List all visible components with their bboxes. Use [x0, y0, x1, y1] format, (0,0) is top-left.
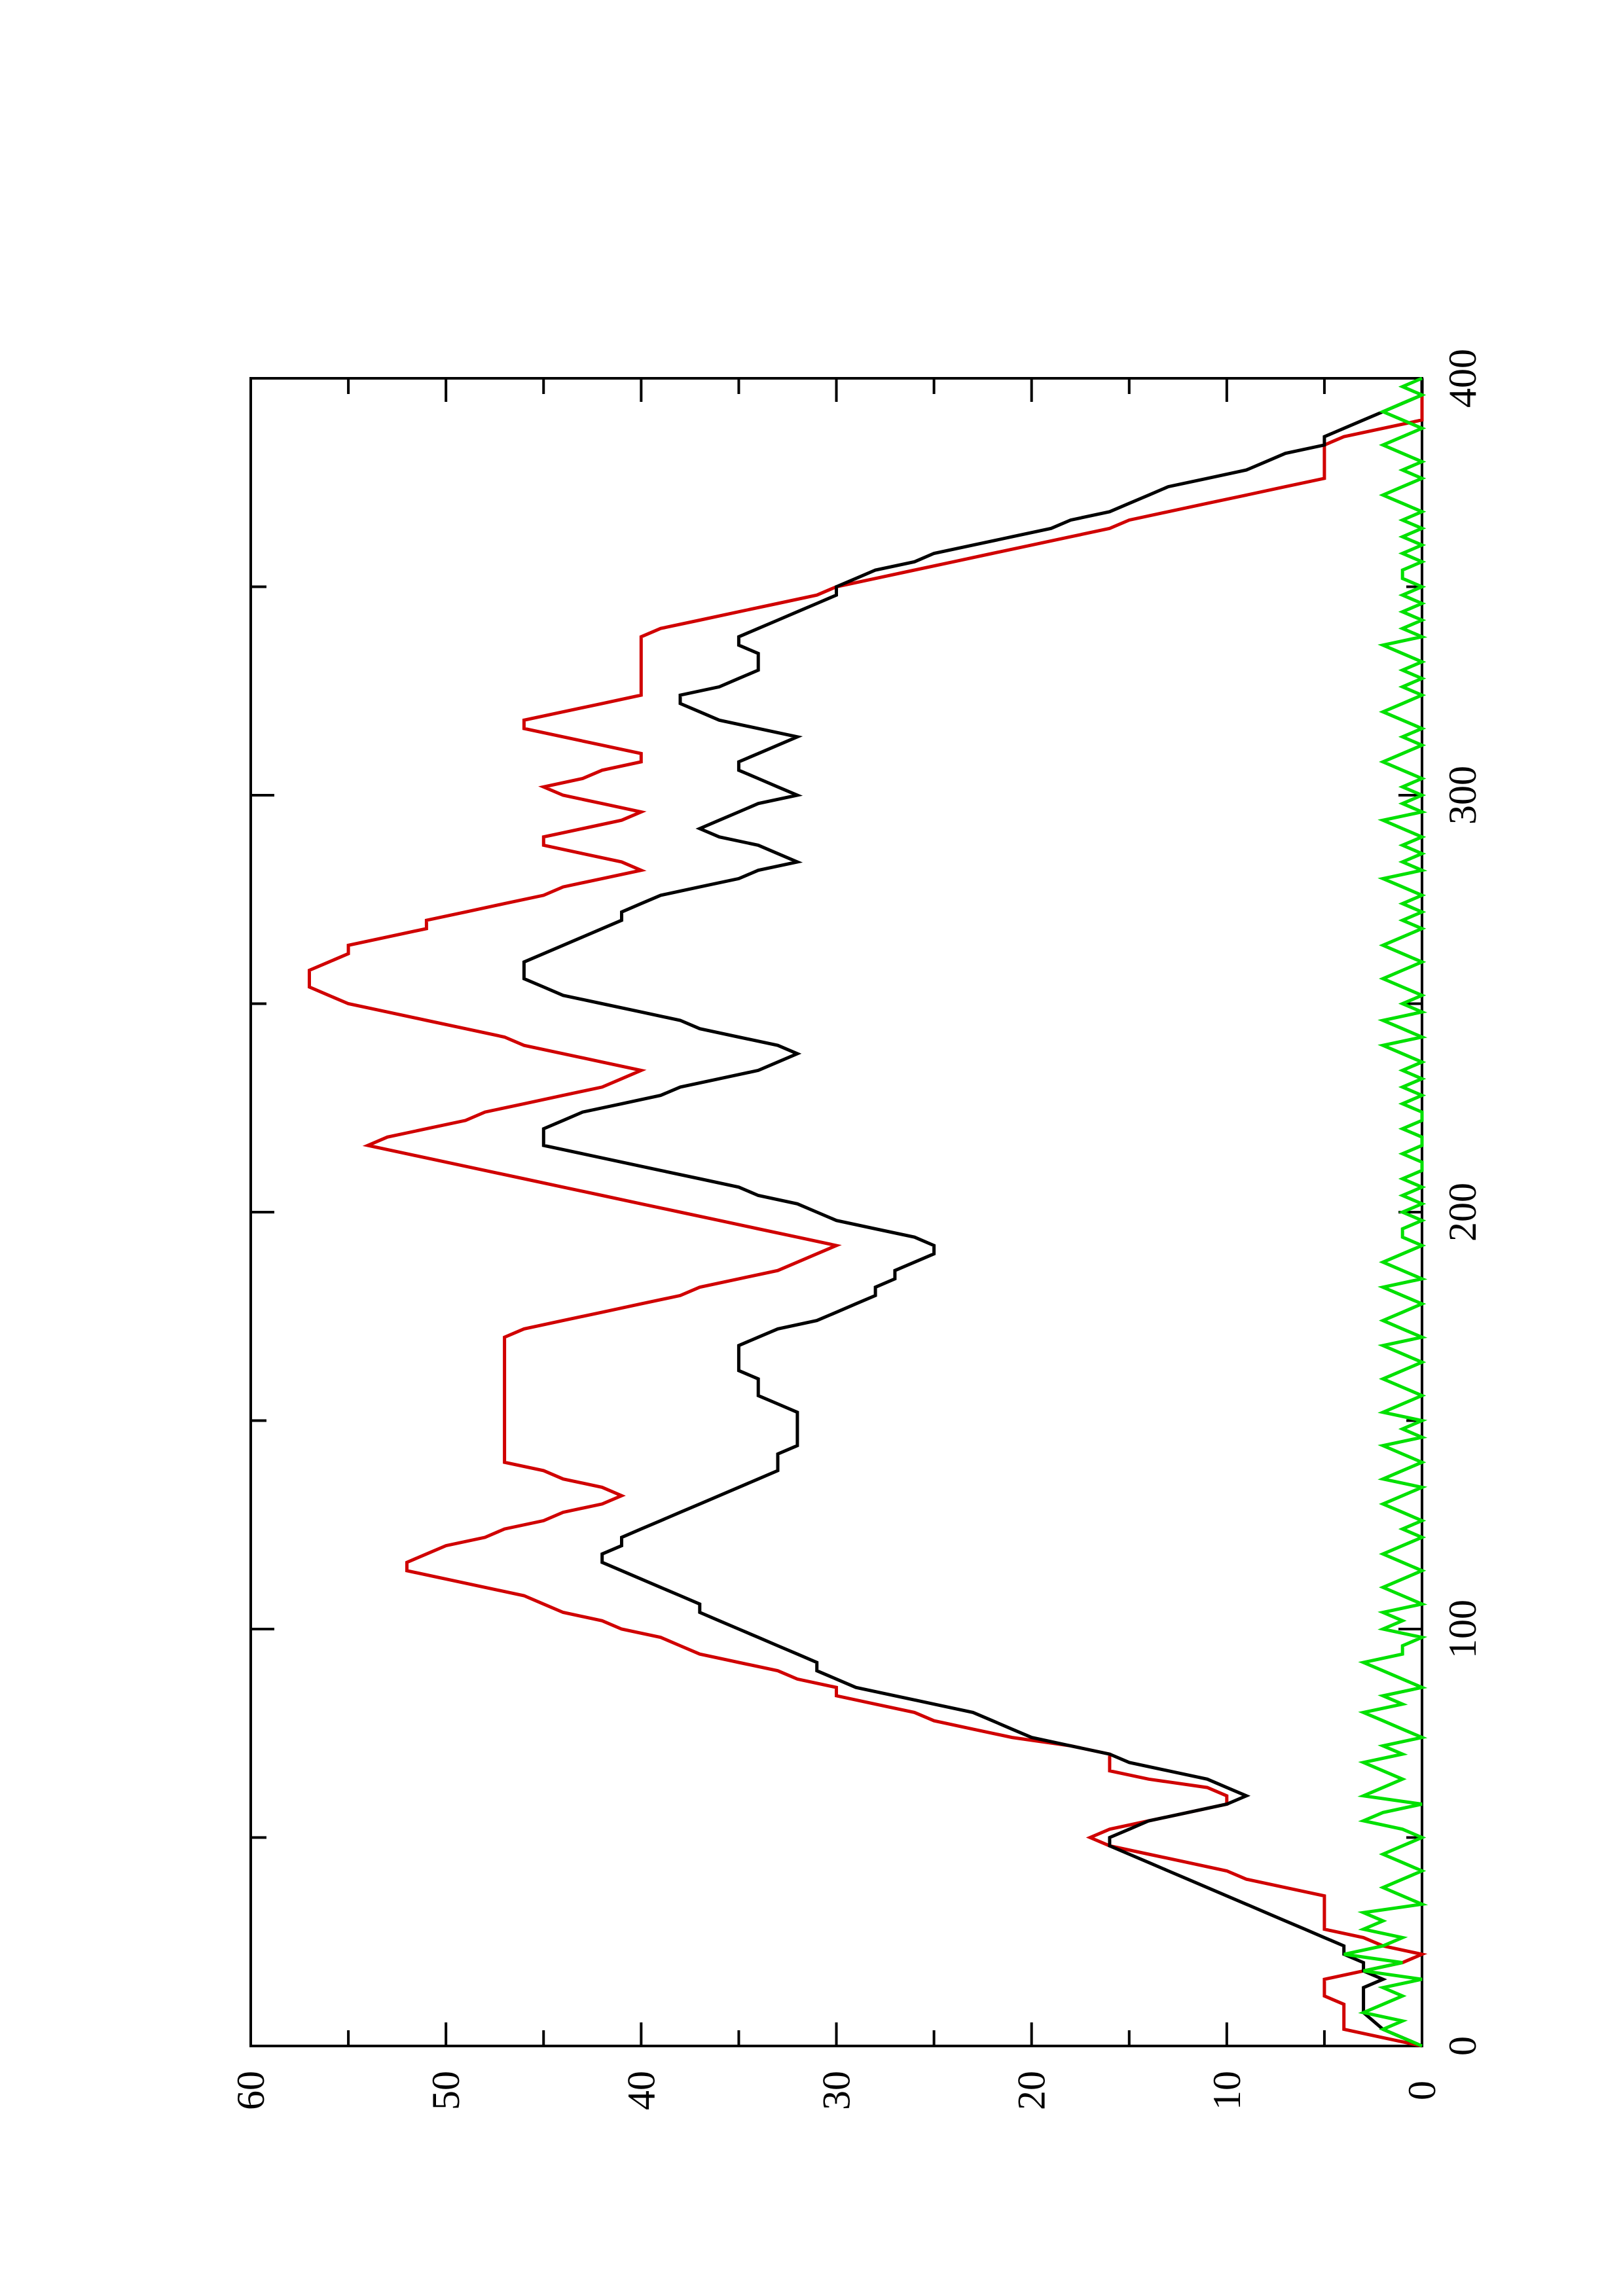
series-layer	[308, 376, 1429, 2048]
series-3	[1343, 376, 1429, 2048]
x-tick-label: 300	[1441, 766, 1484, 825]
y-axis-tick-labels: 0 10 20 30 40 50 60	[229, 2071, 1444, 2110]
series-2-line	[522, 378, 1424, 2048]
x-tick-label: 400	[1441, 349, 1484, 408]
series-1-line	[308, 378, 1428, 2048]
series-3-line	[1343, 376, 1429, 2048]
series-1	[308, 378, 1428, 2048]
y-tick-label: 40	[619, 2071, 663, 2110]
y-tick-label: 50	[424, 2071, 467, 2110]
y-tick-label: 0	[1400, 2081, 1444, 2100]
y-tick-label: 10	[1205, 2071, 1249, 2110]
y-tick-label: 60	[229, 2071, 272, 2110]
x-tick-label: 200	[1441, 1183, 1484, 1242]
y-tick-label: 30	[815, 2071, 858, 2110]
y-tick-label: 20	[1010, 2071, 1053, 2110]
x-axis-tick-labels: 0 100 200 300 400	[1441, 349, 1484, 2056]
x-tick-label: 100	[1441, 1600, 1484, 1659]
series-2	[522, 378, 1424, 2048]
x-tick-label: 0	[1441, 2036, 1484, 2056]
